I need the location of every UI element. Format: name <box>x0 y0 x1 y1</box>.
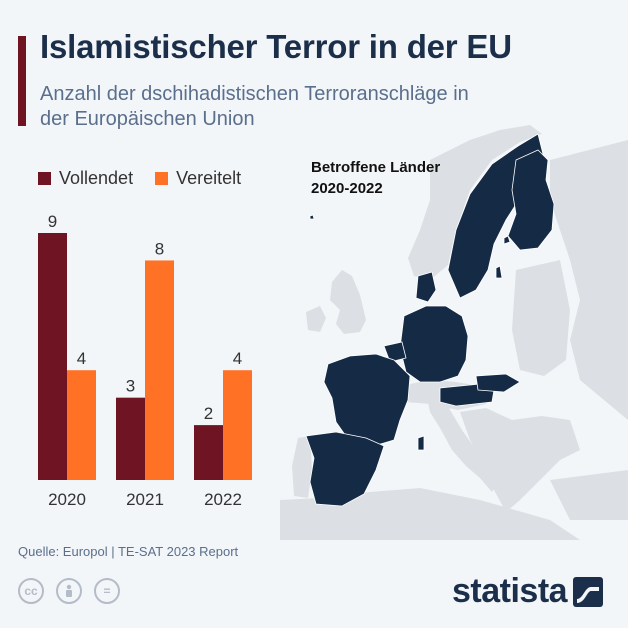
legend-swatch-vereitelt <box>155 172 169 185</box>
data-label-vereitelt-2022: 4 <box>233 349 242 368</box>
x-tick-label-2022: 2022 <box>204 490 242 509</box>
map-country-gotland <box>495 265 503 279</box>
map-title: Betroffene Länder 2020-2022 <box>311 157 440 199</box>
bar-vollendet-2021 <box>116 397 145 480</box>
bar-vereitelt-2020 <box>67 370 96 480</box>
page-title: Islamistischer Terror in der EU <box>40 28 512 65</box>
legend-item-vollendet: Vollendet <box>38 168 133 189</box>
map-country-corsica <box>417 435 425 451</box>
map-title-line1: Betroffene Länder <box>311 159 441 176</box>
europe-map <box>280 125 628 540</box>
bar-vollendet-2020 <box>38 233 67 480</box>
equals-icon[interactable]: = <box>94 578 120 604</box>
map-country-slovakia <box>475 373 521 393</box>
map-country-finland <box>507 149 555 251</box>
bar-vereitelt-2021 <box>145 260 174 480</box>
data-label-vereitelt-2020: 4 <box>77 349 86 368</box>
x-tick-label-2021: 2021 <box>126 490 164 509</box>
statista-logo-icon <box>573 576 604 607</box>
data-label-vereitelt-2021: 8 <box>155 239 164 258</box>
accent-bar <box>18 36 26 126</box>
data-label-vollendet-2022: 2 <box>204 404 213 423</box>
bar-vereitelt-2022 <box>223 370 252 480</box>
brand[interactable]: statista <box>452 572 604 611</box>
legend-item-vereitelt: Vereitelt <box>155 168 241 189</box>
map-country-spain <box>305 431 385 507</box>
map-country-france <box>323 353 411 447</box>
bar-chart: 9 4 2020 3 8 2021 2 4 2022 <box>38 212 252 509</box>
legend-label-vereitelt: Vereitelt <box>176 168 242 188</box>
map-country-aland <box>503 235 511 245</box>
legend-swatch-vollendet <box>38 172 51 185</box>
map-country-islet <box>309 214 315 220</box>
map-country-germany <box>399 305 469 383</box>
cc-icon[interactable]: cc <box>18 578 44 604</box>
x-tick-label-2020: 2020 <box>48 490 86 509</box>
bar-vollendet-2022 <box>194 425 223 480</box>
page-subtitle: Anzahl der dschihadistischen Terroransch… <box>40 83 469 130</box>
map-country-belgium <box>383 341 407 363</box>
map-affected-countries <box>305 133 555 507</box>
license-icons: cc = <box>18 578 132 604</box>
map-title-line2: 2020-2022 <box>311 180 383 197</box>
person-icon[interactable] <box>56 578 82 604</box>
chart-legend: Vollendet Vereitelt <box>38 168 263 189</box>
legend-label-vollendet: Vollendet <box>59 168 134 188</box>
map-country-denmark <box>415 271 437 303</box>
data-label-vollendet-2020: 9 <box>48 212 57 231</box>
source-note: Quelle: Europol | TE-SAT 2023 Report <box>18 544 239 559</box>
data-label-vollendet-2021: 3 <box>126 377 135 396</box>
map-base-land <box>280 125 628 540</box>
brand-wordmark: statista <box>452 572 568 610</box>
